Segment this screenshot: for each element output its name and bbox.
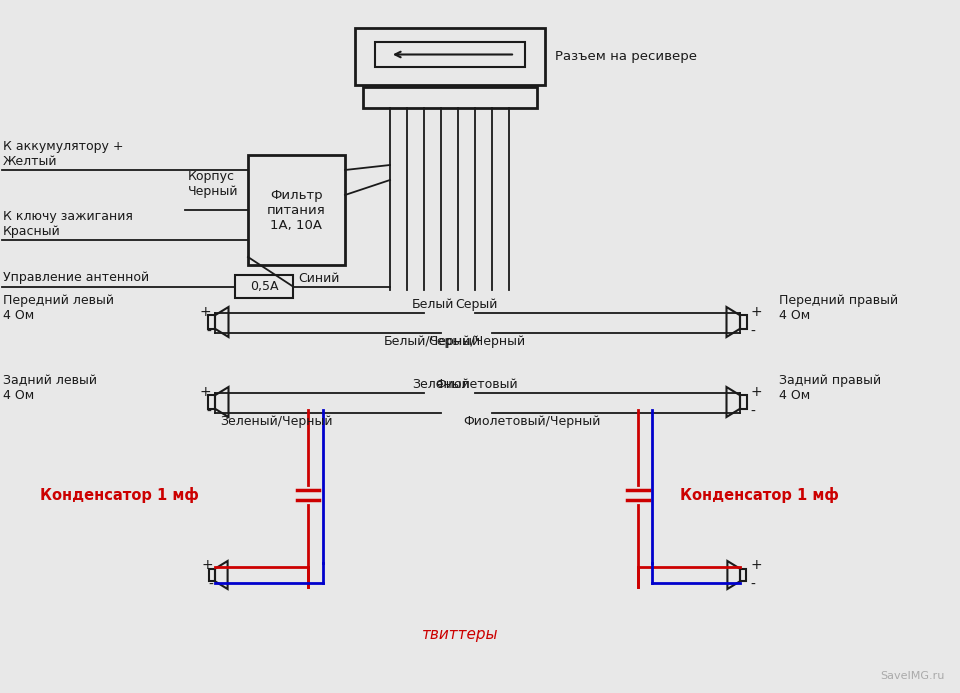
Text: +: + [751,385,762,399]
Text: Задний правый
4 Ом: Задний правый 4 Ом [779,374,880,402]
Text: Белый/Черный: Белый/Черный [384,335,481,348]
Text: -: - [206,325,211,339]
Text: Серый: Серый [455,298,497,311]
Text: Белый: Белый [411,298,454,311]
Text: Фиолетовый/Черный: Фиолетовый/Черный [463,415,600,428]
Text: +: + [200,385,211,399]
Text: Фильтр
питания
1А, 10А: Фильтр питания 1А, 10А [267,188,325,231]
Bar [208,315,215,328]
Bar [363,87,537,108]
Text: Фиолетовый: Фиолетовый [435,378,517,391]
Bar [740,315,747,328]
Text: Синий: Синий [298,272,340,285]
Bar [740,569,746,581]
Text: Конденсатор 1 мф: Конденсатор 1 мф [680,487,839,503]
Text: Разъем на ресивере: Разъем на ресивере [555,50,697,63]
Bar [355,28,545,85]
Text: SaveIMG.ru: SaveIMG.ru [880,671,945,681]
Text: Корпус
Черный: Корпус Черный [188,170,238,198]
Text: Задний левый
4 Ом: Задний левый 4 Ом [3,374,97,402]
Text: 0,5А: 0,5А [250,280,278,293]
Text: Зеленый: Зеленый [412,378,469,391]
Text: -: - [206,405,211,419]
Text: Передний правый
4 Ом: Передний правый 4 Ом [779,294,898,322]
Text: +: + [751,305,762,319]
Text: +: + [202,558,213,572]
Text: -: - [751,325,756,339]
Bar [209,569,215,581]
Bar [375,42,525,67]
Text: Конденсатор 1 мф: Конденсатор 1 мф [40,487,199,503]
Text: Передний левый
4 Ом: Передний левый 4 Ом [3,294,114,322]
Text: Управление антенной: Управление антенной [3,272,149,285]
Text: твиттеры: твиттеры [421,627,498,642]
Bar [208,395,215,409]
Bar [235,275,293,298]
Bar [740,395,747,409]
Text: +: + [200,305,211,319]
Text: К ключу зажигания
Красный: К ключу зажигания Красный [3,210,132,238]
Bar [248,155,345,265]
Text: -: - [750,578,755,592]
Text: -: - [208,578,213,592]
Text: -: - [751,405,756,419]
Text: +: + [750,558,762,572]
Text: К аккумулятору +
Желтый: К аккумулятору + Желтый [3,140,124,168]
Text: Зеленый/Черный: Зеленый/Черный [220,415,332,428]
Text: Серый/Черный: Серый/Черный [428,335,525,348]
